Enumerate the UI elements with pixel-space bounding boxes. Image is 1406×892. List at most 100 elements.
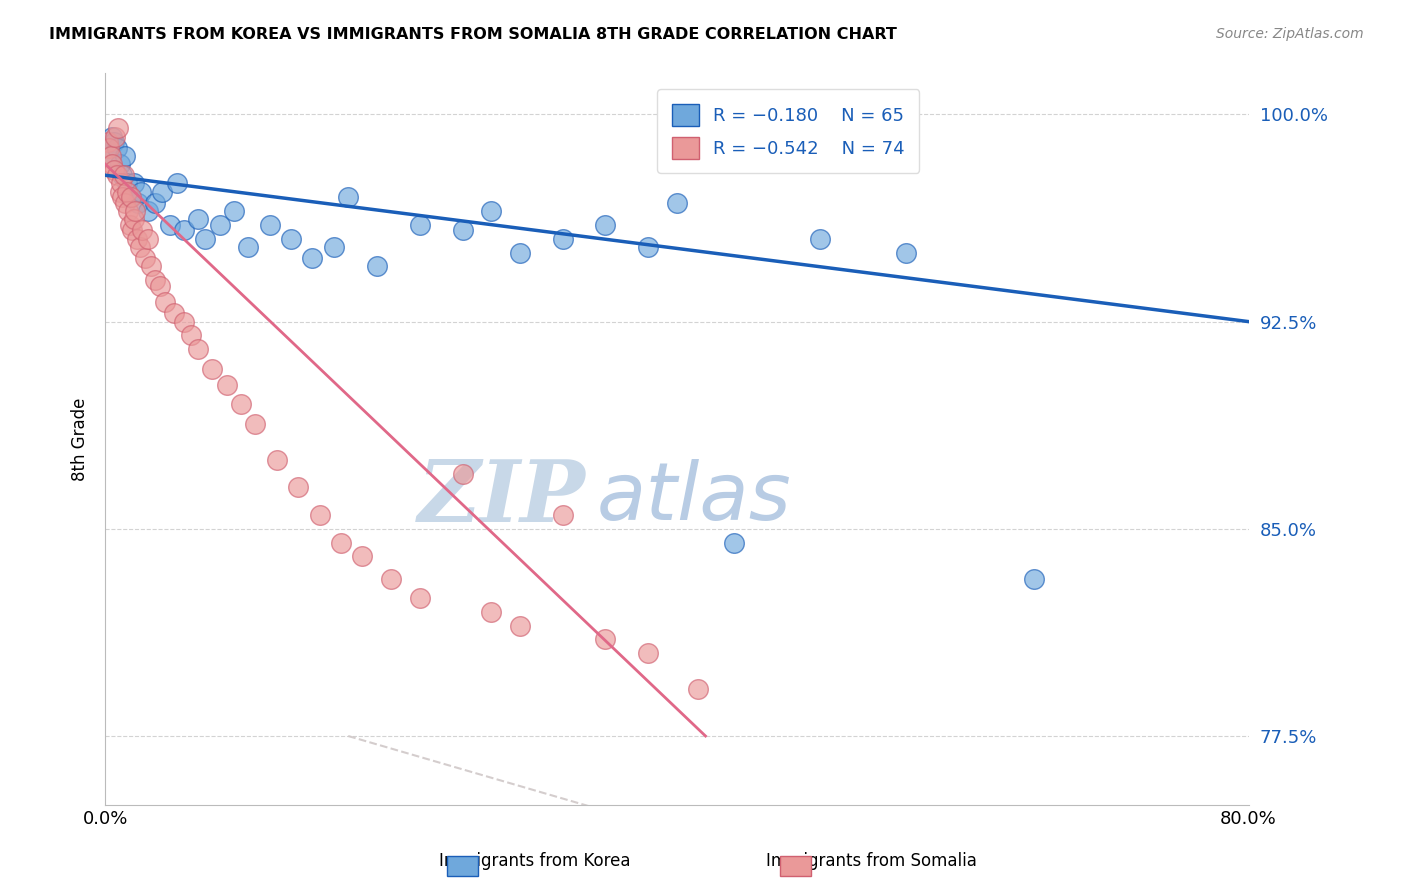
Point (595, 218, 617, 232)
Point (451, 223, 474, 237)
Point (124, 204, 146, 219)
Point (118, 190, 141, 204)
Point (287, 480, 309, 494)
Point (105, 140, 128, 154)
Point (208, 218, 231, 232)
Point (125, 232, 148, 246)
Point (352, 549, 374, 564)
Point (479, 204, 502, 219)
Point (111, 190, 134, 204)
Point (120, 190, 142, 204)
Point (115, 177, 138, 191)
Point (104, 129, 127, 144)
Point (134, 251, 156, 265)
Point (894, 245, 917, 260)
Point (103, 135, 125, 149)
Point (148, 278, 170, 293)
Point (337, 190, 360, 204)
Point (118, 218, 141, 232)
Point (551, 232, 574, 246)
Point (180, 328, 202, 343)
Point (595, 632, 617, 647)
Point (408, 591, 430, 605)
Point (408, 218, 430, 232)
Point (131, 223, 153, 237)
Point (688, 681, 710, 696)
Text: IMMIGRANTS FROM KOREA VS IMMIGRANTS FROM SOMALIA 8TH GRADE CORRELATION CHART: IMMIGRANTS FROM KOREA VS IMMIGRANTS FROM… (49, 27, 897, 42)
Text: ZIP: ZIP (418, 456, 585, 540)
Point (322, 240, 344, 254)
Point (637, 240, 659, 254)
Text: Source: ZipAtlas.com: Source: ZipAtlas.com (1216, 27, 1364, 41)
Legend: R = −0.180    N = 65, R = −0.542    N = 74: R = −0.180 N = 65, R = −0.542 N = 74 (658, 89, 920, 173)
Point (236, 240, 259, 254)
Point (551, 508, 574, 522)
Point (173, 223, 195, 237)
Point (112, 168, 135, 182)
Point (101, 157, 124, 171)
Point (187, 343, 209, 357)
Point (107, 121, 129, 136)
Point (808, 232, 831, 246)
Point (229, 397, 252, 411)
Point (215, 378, 238, 392)
Text: atlas: atlas (598, 458, 792, 537)
Point (330, 535, 353, 549)
Point (136, 232, 159, 246)
Point (127, 195, 149, 210)
Point (509, 245, 531, 260)
Point (723, 535, 745, 549)
Point (128, 240, 150, 254)
Point (259, 218, 281, 232)
Point (166, 177, 188, 191)
Point (114, 195, 136, 210)
Point (280, 232, 302, 246)
Point (108, 185, 131, 199)
Point (110, 177, 132, 191)
Point (201, 361, 224, 376)
Point (122, 212, 145, 227)
Point (187, 212, 209, 227)
Point (366, 260, 388, 274)
Point (509, 618, 531, 632)
Point (98, 149, 121, 163)
Point (139, 260, 162, 274)
Point (637, 646, 659, 660)
Point (159, 218, 181, 232)
Point (111, 168, 134, 182)
Point (101, 129, 124, 144)
Point (122, 177, 145, 191)
Text: Immigrants from Korea: Immigrants from Korea (439, 852, 630, 870)
Point (173, 315, 195, 329)
Point (222, 204, 245, 219)
Point (117, 204, 139, 219)
Point (115, 185, 138, 199)
Point (143, 195, 166, 210)
Point (301, 251, 323, 265)
Text: Immigrants from Somalia: Immigrants from Somalia (766, 852, 977, 870)
Point (105, 168, 128, 182)
Point (136, 204, 159, 219)
Point (98, 140, 121, 154)
Point (1024, 572, 1046, 586)
Point (121, 223, 143, 237)
Point (100, 149, 122, 163)
Point (143, 273, 166, 287)
Point (380, 572, 402, 586)
Point (163, 306, 186, 320)
Point (150, 185, 173, 199)
Point (194, 232, 217, 246)
Point (479, 605, 502, 619)
Y-axis label: 8th Grade: 8th Grade (72, 397, 89, 481)
Point (665, 195, 688, 210)
Point (97, 135, 120, 149)
Point (308, 508, 330, 522)
Point (266, 452, 288, 467)
Point (103, 162, 125, 177)
Point (451, 467, 474, 481)
Point (129, 185, 152, 199)
Point (114, 149, 136, 163)
Point (245, 417, 267, 431)
Point (108, 157, 131, 171)
Point (155, 295, 177, 310)
